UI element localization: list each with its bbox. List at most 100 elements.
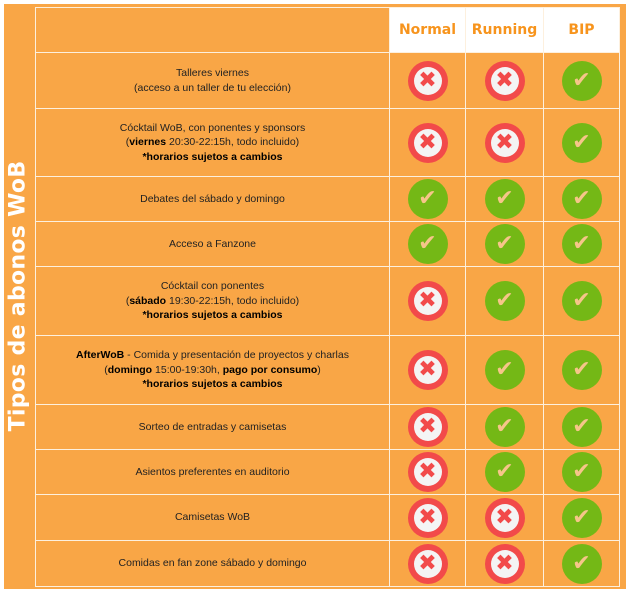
description-line: Acceso a Fanzone [36, 237, 389, 252]
plan-cell-normal: ✖ [389, 540, 466, 587]
description-line: Talleres viernes [36, 66, 389, 81]
description-line: AfterWoB - Comida y presentación de proy… [36, 348, 389, 363]
table-row: Cócktail WoB, con ponentes y sponsors (vi… [35, 108, 620, 177]
table-row: Asientos preferentes en auditorio ✖ ✔ ✔ [35, 449, 620, 495]
check-circle-icon: ✔ [561, 122, 602, 163]
description-line: Cócktail WoB, con ponentes y sponsors [36, 121, 389, 136]
description-line: *horarios sujetos a cambios [36, 308, 389, 323]
feature-description: Acceso a Fanzone [35, 221, 390, 267]
plans-comparison-table: Normal Running BIP Talleres viernes (acce… [35, 7, 620, 587]
description-text: Acceso a Fanzone [169, 237, 256, 250]
feature-description: Talleres viernes (acceso a un taller de t… [35, 52, 390, 109]
feature-description: Asientos preferentes en auditorio [35, 449, 390, 495]
check-circle-icon: ✔ [484, 350, 525, 390]
plan-cell-running: ✖ [465, 52, 544, 109]
table-row: Comidas en fan zone sábado y domingo ✖ ✖ ✔ [35, 540, 620, 587]
x-circle-icon: ✖ [484, 497, 525, 538]
header-row: Normal Running BIP [35, 7, 620, 53]
check-circle-icon: ✔ [561, 452, 602, 492]
description-text: ( [125, 136, 130, 149]
plan-cell-bip: ✔ [543, 108, 620, 177]
column-header-bip: BIP [543, 7, 620, 53]
description-line: Asientos preferentes en auditorio [36, 465, 389, 480]
plan-cell-running: ✖ [465, 494, 544, 541]
description-text: ) [317, 363, 321, 376]
x-circle-icon: ✖ [407, 407, 448, 447]
check-circle-icon: ✔ [561, 350, 602, 390]
plan-cell-bip: ✔ [543, 52, 620, 109]
x-circle-icon: ✖ [407, 122, 448, 163]
check-circle-icon: ✔ [561, 60, 602, 101]
description-text: Cócktail con ponentes [160, 280, 265, 293]
plan-cell-normal: ✖ [389, 335, 466, 405]
check-circle-icon: ✔ [561, 543, 602, 584]
plan-cell-normal: ✔ [389, 176, 466, 222]
check-circle-icon: ✔ [561, 224, 602, 264]
description-text: Sorteo de entradas y camisetas [138, 420, 287, 433]
description-line: Cócktail con ponentes [36, 279, 389, 294]
description-text: pago por consumo [222, 363, 318, 376]
description-line: Sorteo de entradas y camisetas [36, 420, 389, 435]
plan-cell-running: ✔ [465, 335, 544, 405]
feature-description: Comidas en fan zone sábado y domingo [35, 540, 390, 587]
check-circle-icon: ✔ [484, 452, 525, 492]
plan-cell-running: ✔ [465, 449, 544, 495]
side-title: Tipos de abonos WoB [5, 160, 31, 432]
plan-cell-bip: ✔ [543, 335, 620, 405]
description-line: Camisetas WoB [36, 510, 389, 525]
x-circle-icon: ✖ [407, 281, 448, 321]
plan-cell-normal: ✖ [389, 494, 466, 541]
table-row: Talleres viernes (acceso a un taller de t… [35, 52, 620, 109]
plan-cell-running: ✔ [465, 221, 544, 267]
plan-cell-bip: ✔ [543, 540, 620, 587]
plan-cell-running: ✖ [465, 540, 544, 587]
description-text: 19:30-22:15h, todo incluido) [166, 294, 300, 307]
plan-cell-normal: ✔ [389, 221, 466, 267]
table-row: Cócktail con ponentes (sábado 19:30-22:15… [35, 266, 620, 336]
x-circle-icon: ✖ [484, 122, 525, 163]
plan-cell-bip: ✔ [543, 176, 620, 222]
description-text: - Comida y presentación de proyectos y c… [124, 349, 349, 362]
description-text: sábado [129, 294, 167, 307]
check-circle-icon: ✔ [484, 179, 525, 219]
table-row: Camisetas WoB ✖ ✖ ✔ [35, 494, 620, 541]
description-text: viernes [129, 136, 167, 149]
description-text: *horarios sujetos a cambios [142, 309, 283, 322]
description-text: (acceso a un taller de tu elección) [133, 81, 291, 94]
description-text: ( [125, 294, 130, 307]
description-line: *horarios sujetos a cambios [36, 150, 389, 165]
table-row: Sorteo de entradas y camisetas ✖ ✔ ✔ [35, 404, 620, 450]
table-row: Debates del sábado y domingo ✔ ✔ ✔ [35, 176, 620, 222]
plan-cell-running: ✖ [465, 108, 544, 177]
plan-cell-normal: ✖ [389, 449, 466, 495]
feature-description: Cócktail WoB, con ponentes y sponsors (vi… [35, 108, 390, 177]
description-text: AfterWoB [76, 349, 125, 362]
feature-description: Sorteo de entradas y camisetas [35, 404, 390, 450]
description-text: Talleres viernes [176, 67, 249, 79]
description-line: Debates del sábado y domingo [36, 192, 389, 207]
description-text: Debates del sábado y domingo [140, 192, 285, 205]
plan-cell-bip: ✔ [543, 266, 620, 336]
plan-cell-normal: ✖ [389, 266, 466, 336]
plan-cell-running: ✔ [465, 404, 544, 450]
x-circle-icon: ✖ [407, 452, 448, 492]
plan-cell-normal: ✖ [389, 52, 466, 109]
description-text: Asientos preferentes en auditorio [135, 465, 290, 478]
description-line: (sábado 19:30-22:15h, todo incluido) [36, 294, 389, 309]
x-circle-icon: ✖ [407, 60, 448, 101]
description-text: domingo [107, 363, 153, 376]
description-text: ( [104, 363, 108, 376]
check-circle-icon: ✔ [484, 281, 525, 321]
description-line: *horarios sujetos a cambios [36, 377, 389, 392]
check-circle-icon: ✔ [561, 281, 602, 321]
plan-cell-running: ✔ [465, 266, 544, 336]
plan-cell-bip: ✔ [543, 404, 620, 450]
description-text: Camisetas WoB [174, 511, 251, 524]
table-row: AfterWoB - Comida y presentación de proy… [35, 335, 620, 405]
x-circle-icon: ✖ [407, 350, 448, 390]
x-circle-icon: ✖ [484, 543, 525, 584]
feature-description: Debates del sábado y domingo [35, 176, 390, 222]
description-line: (domingo 15:00-19:30h, pago por consumo) [36, 363, 389, 378]
plan-cell-running: ✔ [465, 176, 544, 222]
plan-cell-bip: ✔ [543, 449, 620, 495]
